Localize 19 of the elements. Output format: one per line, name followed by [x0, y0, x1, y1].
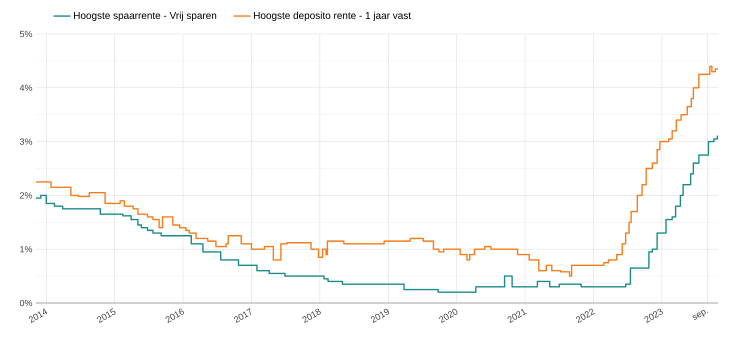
y-tick-label: 2%: [20, 192, 32, 199]
x-tick-label: 2022: [576, 308, 595, 323]
y-tick-label: 4%: [20, 84, 32, 91]
y-tick-label: 0%: [20, 300, 32, 306]
x-tick-label: 2014: [28, 308, 48, 323]
x-tick-label: 2023: [644, 308, 663, 323]
x-tick-label: 2020: [439, 308, 458, 323]
x-tick-label: 2017: [234, 308, 252, 323]
legend-label: Hoogste spaarrente - Vrij sparen: [74, 12, 216, 21]
y-tick-label: 1%: [20, 246, 32, 252]
legend-label: Hoogste deposito rente - 1 jaar vast: [254, 12, 411, 21]
y-tick-label: 5%: [20, 30, 32, 38]
x-tick-label: 2021: [508, 308, 527, 323]
x-tick-label: 2019: [370, 308, 389, 323]
x-tick-label: 2016: [166, 308, 184, 323]
x-tick-label: 2018: [302, 308, 321, 323]
x-tick-label: sep.: [692, 310, 708, 320]
y-tick-label: 3%: [20, 138, 32, 145]
x-tick-label: 2015: [97, 308, 116, 323]
